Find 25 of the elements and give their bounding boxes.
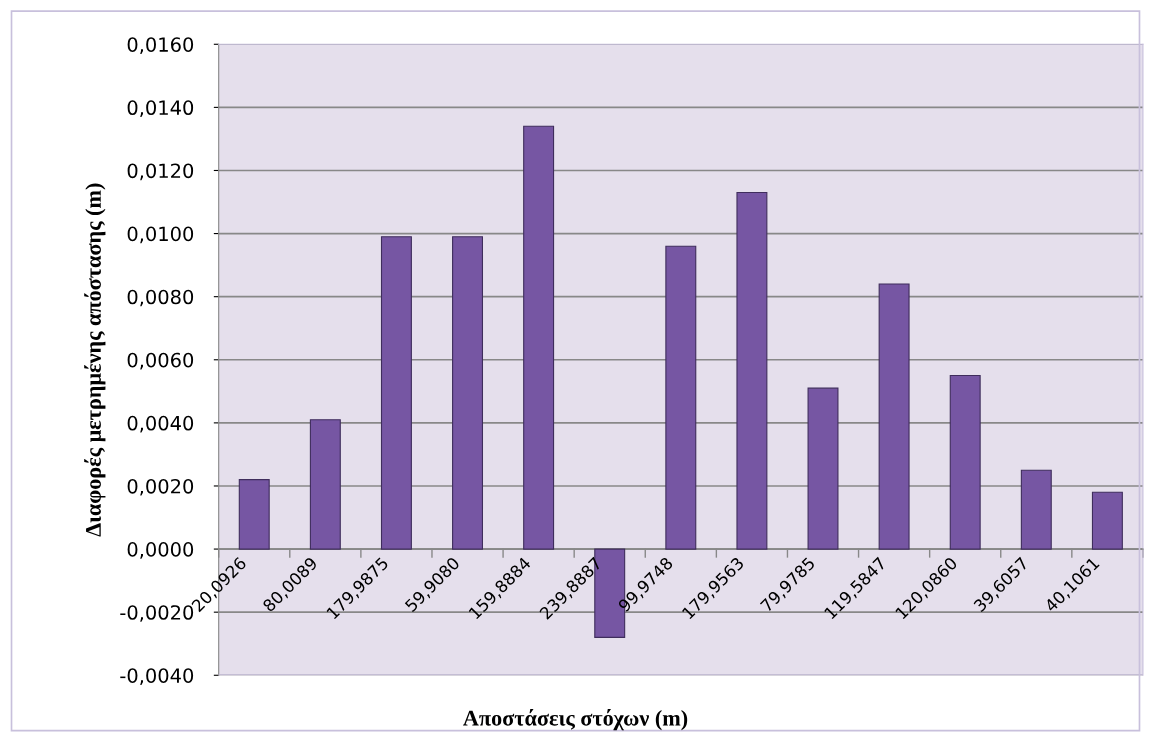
y-tick-label: 0,0120 [127,163,194,181]
bar [1091,491,1123,550]
bar [665,245,697,550]
y-tick-label: 0,0140 [127,100,194,118]
x-axis-title: Αποστάσεις στόχων (m) [463,708,688,731]
y-tick-label: 0,0100 [127,226,194,244]
bar [380,236,412,550]
bar [736,192,768,550]
bar [309,419,341,550]
bar [1020,469,1052,550]
bar [238,479,270,550]
y-tick-label: 0,0080 [127,289,194,307]
y-tick-label: 0,0160 [127,37,194,54]
bar [807,387,839,550]
y-tick-label: 0,0060 [127,352,194,370]
bar [949,374,981,550]
bar [452,236,484,550]
y-axis-title: Διαφορές μετρημένης απόστασης (m) [84,183,106,537]
y-tick-label: -0,0040 [120,668,194,685]
bar [523,125,555,550]
bar [878,283,910,550]
y-tick-label: 0,0040 [127,415,194,433]
y-tick-label: -0,0020 [120,605,194,622]
y-tick-label: 0,0000 [127,542,194,559]
y-tick-label: 0,0020 [127,478,194,496]
